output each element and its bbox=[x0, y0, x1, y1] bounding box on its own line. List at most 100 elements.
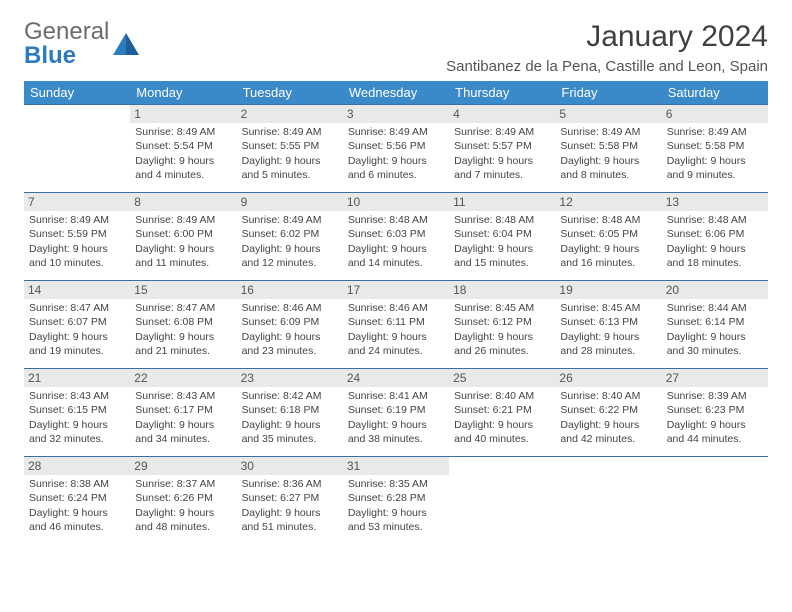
daylight-line: and 15 minutes. bbox=[454, 256, 550, 270]
daylight-line: Daylight: 9 hours bbox=[242, 506, 338, 520]
daylight-line: and 16 minutes. bbox=[560, 256, 656, 270]
day-number: 19 bbox=[555, 281, 661, 299]
sunset-line: Sunset: 6:26 PM bbox=[135, 491, 231, 505]
sunrise-line: Sunrise: 8:40 AM bbox=[454, 389, 550, 403]
sunrise-line: Sunrise: 8:39 AM bbox=[667, 389, 763, 403]
day-number: 3 bbox=[343, 105, 449, 123]
sunrise-line: Sunrise: 8:46 AM bbox=[348, 301, 444, 315]
sunrise-line: Sunrise: 8:49 AM bbox=[242, 213, 338, 227]
daylight-line: and 35 minutes. bbox=[242, 432, 338, 446]
sunrise-line: Sunrise: 8:45 AM bbox=[560, 301, 656, 315]
day-number: 2 bbox=[237, 105, 343, 123]
calendar-day-cell: 24Sunrise: 8:41 AMSunset: 6:19 PMDayligh… bbox=[343, 369, 449, 457]
calendar-table: SundayMondayTuesdayWednesdayThursdayFrid… bbox=[24, 81, 768, 544]
sunrise-line: Sunrise: 8:48 AM bbox=[454, 213, 550, 227]
sunset-line: Sunset: 6:18 PM bbox=[242, 403, 338, 417]
day-number: 26 bbox=[555, 369, 661, 387]
sunset-line: Sunset: 5:56 PM bbox=[348, 139, 444, 153]
sunset-line: Sunset: 6:21 PM bbox=[454, 403, 550, 417]
sunrise-line: Sunrise: 8:49 AM bbox=[454, 125, 550, 139]
sunset-line: Sunset: 6:04 PM bbox=[454, 227, 550, 241]
calendar-day-cell: 30Sunrise: 8:36 AMSunset: 6:27 PMDayligh… bbox=[237, 457, 343, 545]
day-number: 23 bbox=[237, 369, 343, 387]
day-number: 27 bbox=[662, 369, 768, 387]
sunset-line: Sunset: 6:06 PM bbox=[667, 227, 763, 241]
calendar-day-cell: 5Sunrise: 8:49 AMSunset: 5:58 PMDaylight… bbox=[555, 105, 661, 193]
day-number: 17 bbox=[343, 281, 449, 299]
sunset-line: Sunset: 5:55 PM bbox=[242, 139, 338, 153]
calendar-day-cell: 6Sunrise: 8:49 AMSunset: 5:58 PMDaylight… bbox=[662, 105, 768, 193]
calendar-day-cell: 25Sunrise: 8:40 AMSunset: 6:21 PMDayligh… bbox=[449, 369, 555, 457]
header: General Blue January 2024 Santibanez de … bbox=[24, 20, 768, 75]
sunrise-line: Sunrise: 8:48 AM bbox=[667, 213, 763, 227]
calendar-day-cell: 11Sunrise: 8:48 AMSunset: 6:04 PMDayligh… bbox=[449, 193, 555, 281]
daylight-line: Daylight: 9 hours bbox=[560, 418, 656, 432]
calendar-day-cell: 16Sunrise: 8:46 AMSunset: 6:09 PMDayligh… bbox=[237, 281, 343, 369]
daylight-line: and 48 minutes. bbox=[135, 520, 231, 534]
sunset-line: Sunset: 6:27 PM bbox=[242, 491, 338, 505]
daylight-line: Daylight: 9 hours bbox=[242, 418, 338, 432]
sunset-line: Sunset: 6:12 PM bbox=[454, 315, 550, 329]
sunset-line: Sunset: 5:59 PM bbox=[29, 227, 125, 241]
weekday-header: Friday bbox=[555, 81, 661, 105]
sunrise-line: Sunrise: 8:47 AM bbox=[135, 301, 231, 315]
sunset-line: Sunset: 6:13 PM bbox=[560, 315, 656, 329]
calendar-day-cell: 31Sunrise: 8:35 AMSunset: 6:28 PMDayligh… bbox=[343, 457, 449, 545]
daylight-line: Daylight: 9 hours bbox=[667, 242, 763, 256]
daylight-line: and 6 minutes. bbox=[348, 168, 444, 182]
sunrise-line: Sunrise: 8:49 AM bbox=[560, 125, 656, 139]
day-number: 20 bbox=[662, 281, 768, 299]
day-number: 8 bbox=[130, 193, 236, 211]
calendar-day-cell: 4Sunrise: 8:49 AMSunset: 5:57 PMDaylight… bbox=[449, 105, 555, 193]
sunset-line: Sunset: 6:15 PM bbox=[29, 403, 125, 417]
daylight-line: and 21 minutes. bbox=[135, 344, 231, 358]
sunrise-line: Sunrise: 8:43 AM bbox=[29, 389, 125, 403]
day-number: 31 bbox=[343, 457, 449, 475]
sunrise-line: Sunrise: 8:49 AM bbox=[348, 125, 444, 139]
sunrise-line: Sunrise: 8:38 AM bbox=[29, 477, 125, 491]
daylight-line: and 23 minutes. bbox=[242, 344, 338, 358]
calendar-empty-cell bbox=[449, 457, 555, 545]
sunrise-line: Sunrise: 8:49 AM bbox=[135, 125, 231, 139]
day-number: 7 bbox=[24, 193, 130, 211]
daylight-line: Daylight: 9 hours bbox=[667, 330, 763, 344]
calendar-day-cell: 18Sunrise: 8:45 AMSunset: 6:12 PMDayligh… bbox=[449, 281, 555, 369]
calendar-empty-cell bbox=[24, 105, 130, 193]
day-number: 6 bbox=[662, 105, 768, 123]
daylight-line: Daylight: 9 hours bbox=[348, 330, 444, 344]
calendar-day-cell: 28Sunrise: 8:38 AMSunset: 6:24 PMDayligh… bbox=[24, 457, 130, 545]
sunset-line: Sunset: 6:23 PM bbox=[667, 403, 763, 417]
daylight-line: Daylight: 9 hours bbox=[348, 154, 444, 168]
daylight-line: Daylight: 9 hours bbox=[135, 330, 231, 344]
day-number: 9 bbox=[237, 193, 343, 211]
sunrise-line: Sunrise: 8:46 AM bbox=[242, 301, 338, 315]
daylight-line: and 26 minutes. bbox=[454, 344, 550, 358]
sunrise-line: Sunrise: 8:45 AM bbox=[454, 301, 550, 315]
sunset-line: Sunset: 6:08 PM bbox=[135, 315, 231, 329]
daylight-line: Daylight: 9 hours bbox=[29, 330, 125, 344]
daylight-line: Daylight: 9 hours bbox=[667, 418, 763, 432]
daylight-line: and 4 minutes. bbox=[135, 168, 231, 182]
day-number: 25 bbox=[449, 369, 555, 387]
sunrise-line: Sunrise: 8:48 AM bbox=[348, 213, 444, 227]
sunset-line: Sunset: 6:03 PM bbox=[348, 227, 444, 241]
daylight-line: and 8 minutes. bbox=[560, 168, 656, 182]
day-number: 4 bbox=[449, 105, 555, 123]
daylight-line: and 5 minutes. bbox=[242, 168, 338, 182]
page-subtitle: Santibanez de la Pena, Castille and Leon… bbox=[446, 58, 768, 75]
calendar-week-row: 1Sunrise: 8:49 AMSunset: 5:54 PMDaylight… bbox=[24, 105, 768, 193]
daylight-line: and 42 minutes. bbox=[560, 432, 656, 446]
weekday-header: Sunday bbox=[24, 81, 130, 105]
sunset-line: Sunset: 6:14 PM bbox=[667, 315, 763, 329]
logo: General Blue bbox=[24, 20, 139, 68]
sunset-line: Sunset: 6:19 PM bbox=[348, 403, 444, 417]
calendar-week-row: 21Sunrise: 8:43 AMSunset: 6:15 PMDayligh… bbox=[24, 369, 768, 457]
sunrise-line: Sunrise: 8:35 AM bbox=[348, 477, 444, 491]
daylight-line: and 11 minutes. bbox=[135, 256, 231, 270]
calendar-week-row: 28Sunrise: 8:38 AMSunset: 6:24 PMDayligh… bbox=[24, 457, 768, 545]
daylight-line: and 12 minutes. bbox=[242, 256, 338, 270]
day-number: 14 bbox=[24, 281, 130, 299]
calendar-day-cell: 8Sunrise: 8:49 AMSunset: 6:00 PMDaylight… bbox=[130, 193, 236, 281]
daylight-line: Daylight: 9 hours bbox=[242, 154, 338, 168]
sunset-line: Sunset: 6:28 PM bbox=[348, 491, 444, 505]
